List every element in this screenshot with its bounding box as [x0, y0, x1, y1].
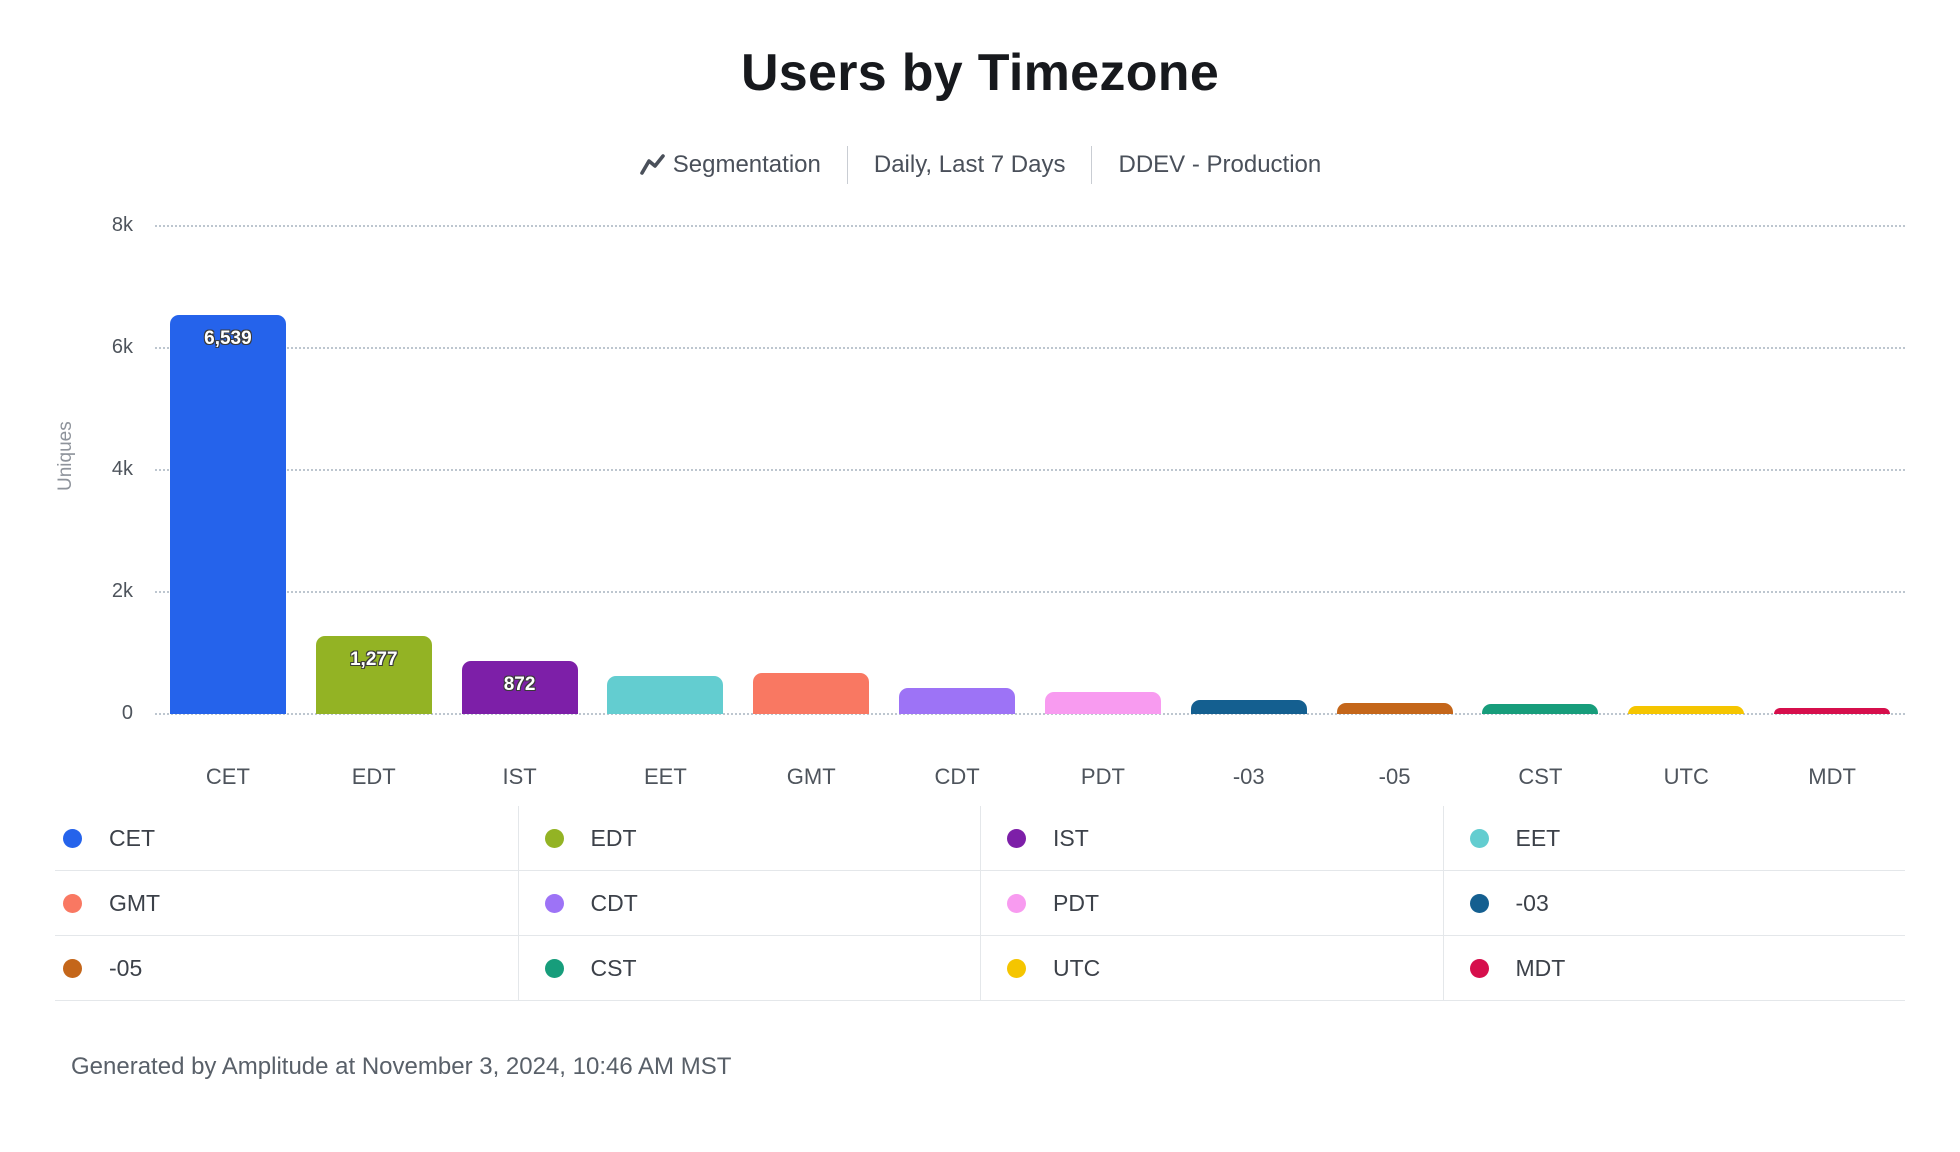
- legend-item-label: EDT: [590, 824, 637, 851]
- legend-item-label: -05: [109, 954, 143, 981]
- gridline: [155, 347, 1905, 349]
- x-axis-label-UTC: UTC: [1663, 764, 1709, 789]
- chart-subtitle: Segmentation Daily, Last 7 Days DDEV - P…: [0, 146, 1960, 184]
- legend-color-dot: [1469, 828, 1489, 848]
- y-axis-tick-label: 6k: [111, 336, 133, 358]
- legend-item-label: CST: [590, 954, 637, 981]
- bar-UTC: [1628, 706, 1745, 714]
- x-axis-label-CST: CST: [1518, 764, 1563, 789]
- bar-GMT: [753, 673, 870, 714]
- legend-color-dot: [63, 893, 82, 913]
- y-axis-tick-label: 2k: [111, 580, 133, 602]
- gridline: [155, 713, 1905, 715]
- legend-color-dot: [1007, 828, 1026, 848]
- bar-value-label: 1,277: [349, 649, 398, 671]
- legend-item--03: -03: [1442, 871, 1905, 936]
- legend-item-PDT: PDT: [980, 871, 1443, 936]
- legend-item-CDT: CDT: [517, 871, 980, 936]
- x-axis-label-PDT: PDT: [1080, 764, 1125, 789]
- bar-CDT: [899, 687, 1016, 714]
- legend-item-MDT: MDT: [1442, 936, 1905, 1001]
- legend-item-label: UTC: [1053, 954, 1101, 981]
- legend-color-dot: [544, 828, 564, 848]
- bar-value-label: 872: [503, 673, 536, 695]
- subtitle-divider: [846, 146, 848, 184]
- bar--03: [1190, 699, 1307, 714]
- page-title: Users by Timezone: [740, 44, 1220, 102]
- gridline: [155, 225, 1905, 227]
- legend-item-label: MDT: [1515, 954, 1566, 981]
- chart-type: Segmentation: [613, 151, 847, 179]
- bar-CST: [1482, 703, 1599, 714]
- bar-EET: [607, 676, 724, 714]
- legend-item-EET: EET: [1442, 806, 1905, 871]
- x-axis-label--03: -03: [1232, 764, 1265, 789]
- legend-item-label: -03: [1515, 889, 1549, 916]
- date-range-label: Daily, Last 7 Days: [873, 151, 1066, 178]
- bar--05: [1336, 703, 1453, 714]
- legend-item-EDT: EDT: [517, 806, 980, 871]
- y-axis-tick-label: 4k: [111, 458, 133, 480]
- x-axis-label-EET: EET: [644, 764, 687, 789]
- y-axis-tick-label: 0: [121, 702, 133, 724]
- legend-item-CST: CST: [517, 936, 980, 1001]
- project-name-label: DDEV - Production: [1118, 151, 1322, 178]
- legend-color-dot: [1469, 958, 1489, 978]
- legend-item-label: EET: [1515, 824, 1561, 851]
- legend-item-label: GMT: [109, 889, 161, 916]
- legend-color-dot: [63, 958, 82, 978]
- legend-color-dot: [544, 893, 564, 913]
- legend-item-label: PDT: [1053, 889, 1099, 916]
- legend-item-label: IST: [1053, 824, 1089, 851]
- bar-MDT: [1774, 707, 1891, 714]
- subtitle-divider: [1091, 146, 1093, 184]
- legend-color-dot: [544, 958, 564, 978]
- legend-item-IST: IST: [980, 806, 1443, 871]
- segmentation-line-chart-icon: [639, 152, 666, 179]
- x-axis-label-GMT: GMT: [786, 764, 836, 789]
- x-axis-label--05: -05: [1378, 764, 1411, 789]
- legend-color-dot: [1007, 893, 1026, 913]
- bar-EDT: [315, 636, 432, 714]
- chart-type-label: Segmentation: [672, 151, 821, 178]
- legend-item-UTC: UTC: [980, 936, 1443, 1001]
- legend-color-dot: [1469, 893, 1489, 913]
- legend-item-label: CDT: [590, 889, 638, 916]
- bar-IST: [461, 660, 578, 714]
- legend-item-CET: CET: [55, 806, 518, 871]
- generated-by-footer: Generated by Amplitude at November 3, 20…: [71, 1053, 732, 1080]
- y-axis-tick-label: 8k: [111, 214, 133, 236]
- x-axis-label-IST: IST: [502, 764, 537, 789]
- bar-CET: [169, 315, 286, 714]
- x-axis-label-CET: CET: [205, 764, 250, 789]
- legend-color-dot: [1007, 958, 1026, 978]
- legend-item-label: CET: [109, 824, 155, 851]
- gridline: [155, 469, 1905, 471]
- x-axis-label-MDT: MDT: [1808, 764, 1856, 789]
- x-axis-label-EDT: EDT: [351, 764, 396, 789]
- gridline: [155, 591, 1905, 593]
- x-axis-label-CDT: CDT: [934, 764, 980, 789]
- chart-legend: CET EDT IST EET GMT CDT PDT -03 -05 CST UTC MDT: [55, 806, 1905, 1001]
- bar-PDT: [1044, 692, 1161, 714]
- bar-value-label: 6,539: [204, 328, 252, 350]
- legend-item-GMT: GMT: [55, 871, 518, 936]
- legend-color-dot: [63, 828, 82, 848]
- legend-item--05: -05: [55, 936, 518, 1001]
